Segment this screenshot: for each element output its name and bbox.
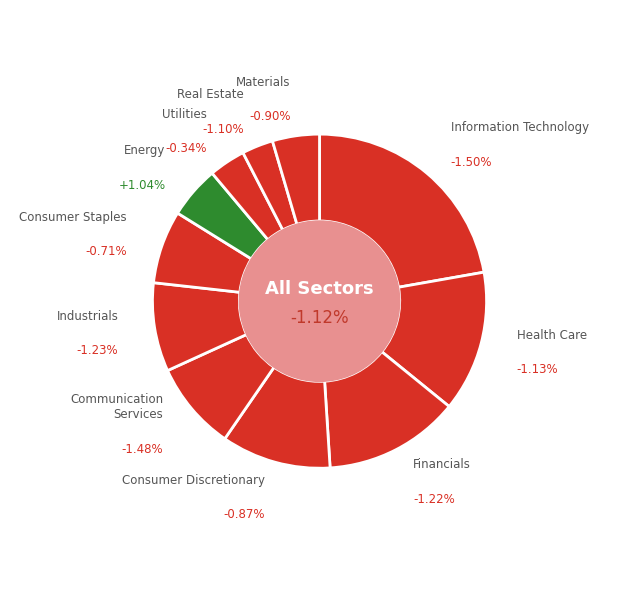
Text: Health Care: Health Care: [517, 328, 587, 342]
Text: -1.22%: -1.22%: [413, 493, 455, 506]
Text: -1.13%: -1.13%: [517, 363, 558, 376]
Text: Consumer Discretionary: Consumer Discretionary: [122, 474, 265, 486]
Wedge shape: [152, 283, 246, 371]
Text: Industrials: Industrials: [56, 309, 118, 323]
Text: Materials: Materials: [236, 75, 290, 89]
Text: -0.90%: -0.90%: [249, 110, 290, 124]
Text: Information Technology: Information Technology: [451, 121, 589, 134]
Wedge shape: [319, 134, 484, 287]
Text: All Sectors: All Sectors: [265, 280, 374, 298]
Text: Real Estate: Real Estate: [177, 88, 244, 101]
Wedge shape: [324, 352, 449, 468]
Wedge shape: [212, 153, 283, 240]
Wedge shape: [243, 141, 297, 230]
Text: -1.10%: -1.10%: [202, 123, 244, 136]
Text: Consumer Staples: Consumer Staples: [19, 211, 127, 224]
Wedge shape: [168, 334, 274, 439]
Text: Communication
Services: Communication Services: [71, 393, 163, 421]
Text: -1.50%: -1.50%: [451, 156, 492, 169]
Text: -0.34%: -0.34%: [165, 143, 207, 156]
Wedge shape: [154, 213, 251, 292]
Wedge shape: [225, 367, 330, 468]
Text: -1.12%: -1.12%: [290, 309, 349, 327]
Text: -0.71%: -0.71%: [85, 245, 127, 258]
Circle shape: [240, 221, 400, 381]
Text: -1.48%: -1.48%: [122, 443, 163, 456]
Text: Utilities: Utilities: [162, 108, 207, 121]
Text: Financials: Financials: [413, 459, 471, 472]
Wedge shape: [272, 134, 319, 225]
Text: -1.23%: -1.23%: [77, 345, 118, 357]
Wedge shape: [178, 173, 268, 259]
Text: -0.87%: -0.87%: [223, 508, 265, 522]
Text: +1.04%: +1.04%: [118, 179, 165, 192]
Text: Energy: Energy: [124, 144, 165, 157]
Wedge shape: [382, 272, 487, 406]
